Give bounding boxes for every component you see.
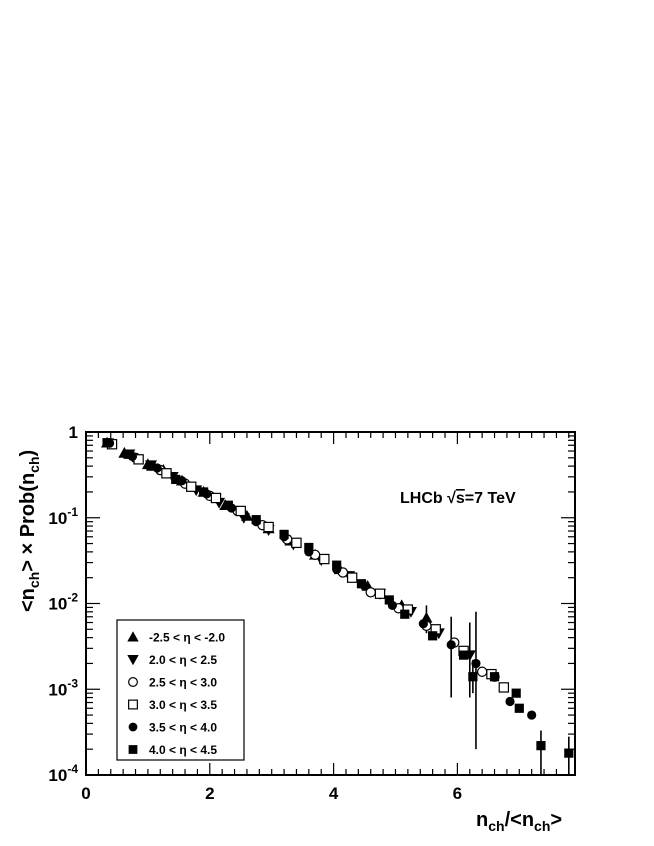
y-tick-label: 10-2: [48, 591, 78, 614]
marker-square-filled: [199, 487, 209, 497]
tick-labels: 0 2 4 6 10-4 10-3 10-2 10-1 1: [48, 423, 462, 803]
marker-square-filled: [304, 542, 314, 553]
marker-square-filled: [251, 515, 261, 525]
marker-square-filled: [356, 579, 367, 589]
marker-square-filled: [332, 560, 342, 570]
legend-label: 3.0 < η < 3.5: [149, 698, 217, 712]
marker-square-open: [263, 521, 274, 533]
y-tick-label: 10-4: [48, 762, 78, 785]
legend-label: 2.0 < η < 2.5: [149, 653, 217, 667]
y-tick-label: 1: [69, 423, 78, 442]
marker-square-open: [210, 492, 222, 504]
x-tick-label: 2: [205, 784, 214, 803]
marker-circle-filled: [527, 710, 537, 720]
marker-square-filled: [223, 500, 233, 510]
marker-square-filled: [428, 631, 438, 641]
marker-circle-filled: [128, 722, 138, 732]
marker-circle-open: [476, 666, 488, 677]
marker-circle-filled: [446, 640, 456, 650]
x-tick-label: 4: [329, 784, 339, 803]
marker-square-open: [128, 699, 138, 710]
marker-square-open: [186, 481, 197, 492]
marker-square-filled: [384, 595, 394, 605]
marker-square-open: [235, 505, 246, 517]
marker-square-open: [319, 553, 330, 565]
data-markers: [101, 436, 574, 758]
legend-box: [116, 619, 245, 761]
marker-square-filled: [400, 609, 410, 619]
marker-square-open: [374, 588, 386, 599]
x-tick-label: 6: [453, 784, 462, 803]
marker-square-open: [498, 682, 510, 693]
x-axis-label: nch/<nch>: [476, 809, 562, 834]
marker-circle-filled: [505, 696, 515, 707]
marker-circle-open: [128, 677, 138, 687]
marker-square-filled: [102, 438, 112, 448]
legend-label: 3.5 < η < 4.0: [149, 721, 217, 735]
y-axis-label: <nch> × Prob(nch): [17, 450, 42, 612]
marker-square-filled: [123, 449, 133, 459]
error-bars: [425, 605, 570, 775]
legend: -2.5 < η < -2.0 2.0 < η < 2.5 2.5 < η < 3.…: [127, 631, 225, 757]
y-tick-label: 10-1: [48, 505, 78, 528]
marker-square-open: [161, 468, 172, 479]
marker-square-filled: [514, 703, 524, 713]
marker-square-filled: [536, 741, 546, 751]
marker-square-filled: [171, 474, 181, 485]
marker-square-filled: [458, 650, 469, 660]
axis-ticks: [85, 431, 575, 776]
marker-square-open: [346, 572, 358, 583]
y-tick-label: 10-3: [48, 676, 78, 699]
marker-circle-filled: [418, 619, 428, 629]
marker-triangle-up: [127, 631, 139, 642]
marker-square-filled: [564, 748, 574, 758]
marker-square-filled: [146, 461, 156, 471]
marker-circle-filled: [471, 658, 481, 669]
legend-label: 2.5 < η < 3.0: [149, 676, 217, 690]
marker-square-open: [291, 537, 302, 549]
marker-triangle-down: [127, 654, 139, 666]
marker-square-filled: [468, 672, 478, 682]
marker-square-filled: [128, 745, 138, 754]
experiment-annotation: LHCb √s=7 TeV: [400, 490, 516, 507]
marker-square-filled: [279, 529, 289, 539]
marker-square-filled: [511, 688, 521, 698]
legend-label: 4.0 < η < 4.5: [149, 743, 217, 757]
legend-label: -2.5 < η < -2.0: [149, 631, 225, 645]
x-tick-label: 0: [81, 784, 90, 803]
marker-square-filled: [489, 672, 500, 682]
